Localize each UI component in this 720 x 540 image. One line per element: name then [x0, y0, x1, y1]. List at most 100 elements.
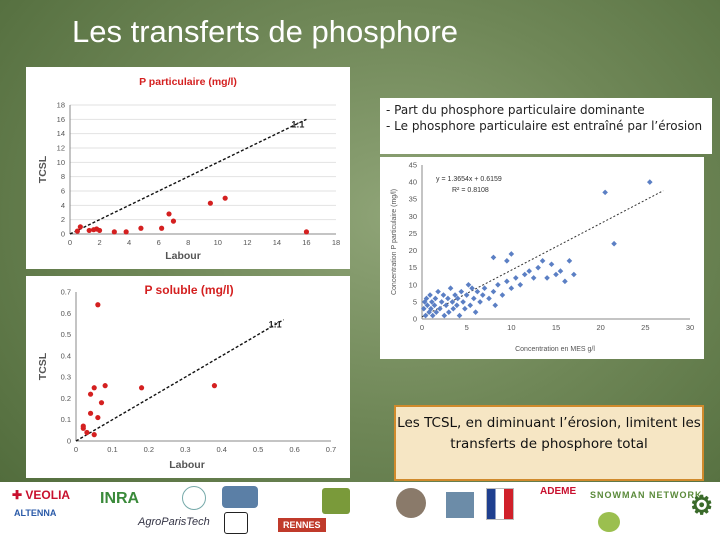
x-tick-label: 30 — [686, 323, 694, 332]
data-point — [454, 302, 460, 309]
data-point — [446, 309, 452, 315]
p-particulaire-chart: 0 2 4 6 8 10 12 14 16 18 0 2 4 6 8 10 12 14 16 18 P particul… — [26, 67, 350, 269]
x-tick-label: 0.4 — [216, 445, 226, 454]
data-point — [222, 195, 228, 201]
data-point — [445, 295, 451, 302]
conclusion-callout: Les TCSL, en diminuant l’érosion, limite… — [394, 405, 704, 481]
data-point — [490, 288, 497, 295]
data-point — [602, 189, 608, 196]
data-point — [465, 281, 472, 288]
partner-badge-icon — [222, 486, 258, 508]
data-point — [492, 302, 499, 309]
altenna-logo: ALTENNA — [14, 508, 57, 518]
data-point — [422, 312, 429, 319]
data-point — [557, 268, 564, 274]
data-point — [456, 312, 463, 319]
data-point — [454, 295, 461, 302]
y-tick-label: 5 — [413, 297, 417, 306]
x-tick-label: 6 — [157, 238, 161, 247]
data-point — [441, 312, 448, 319]
inra-logo: INRA — [100, 490, 140, 507]
x-tick-label: 16 — [302, 238, 310, 247]
x-tick-label: 18 — [332, 238, 340, 247]
data-point — [526, 268, 532, 274]
y-tick-label: 0.3 — [61, 373, 71, 382]
x-axis-label: Labour — [165, 250, 201, 262]
data-point — [566, 258, 573, 264]
y-tick-label: 12 — [57, 144, 65, 153]
data-point — [303, 229, 310, 235]
reference-line-1-1 — [75, 319, 284, 442]
y-tick-label: 15 — [409, 263, 417, 272]
y-tick-label: 0.7 — [61, 288, 71, 297]
x-tick-label: 0.1 — [107, 445, 117, 454]
mes-vs-p-plot: 0 5 10 15 20 25 30 0 5 10 15 20 25 30 35 40 45 Concentrat… — [391, 161, 694, 354]
y-tick-label: 0.5 — [61, 330, 71, 339]
data-point — [449, 299, 456, 305]
data-point — [472, 309, 479, 315]
data-point — [170, 218, 177, 224]
data-point — [87, 410, 94, 416]
data-point — [469, 285, 475, 291]
y-tick-label: 45 — [409, 161, 417, 170]
data-point — [86, 227, 92, 234]
data-point — [80, 423, 86, 429]
data-point — [440, 292, 447, 298]
y-tick-label: 14 — [57, 129, 65, 138]
seal-icon — [224, 512, 248, 534]
data-point — [553, 271, 559, 278]
conclusion-text: Les TCSL, en diminuant l’érosion, limite… — [397, 415, 701, 452]
data-point — [77, 224, 83, 230]
y-tick-label: 2 — [61, 215, 65, 224]
data-point — [481, 285, 488, 291]
data-point — [490, 254, 497, 261]
data-point — [479, 292, 486, 298]
chamber-logo-icon — [396, 488, 426, 518]
data-point — [435, 288, 441, 295]
note-line-1: - Part du phosphore particulaire dominan… — [386, 103, 645, 117]
y-tick-label: 0.6 — [61, 309, 71, 318]
y-tick-label: 18 — [57, 101, 65, 110]
data-point — [535, 264, 541, 271]
data-point — [421, 299, 428, 305]
rennes-logo: RENNES — [278, 518, 326, 532]
y-tick-label: 4 — [61, 201, 65, 210]
y-axis-label: TCSL — [37, 155, 49, 183]
x-tick-label: 12 — [243, 238, 251, 247]
data-point — [443, 302, 449, 309]
snowman-network-logo: SNOWMAN NETWORK — [590, 490, 703, 500]
p-particulaire-plot: 0 2 4 6 8 10 12 14 16 18 0 2 4 6 8 10 12 14 16 18 P particul… — [37, 76, 340, 262]
data-point — [504, 258, 510, 264]
data-point — [91, 432, 97, 438]
x-tick-label: 10 — [507, 323, 515, 332]
trendline-r2: R² = 0.8108 — [452, 187, 489, 194]
emblem-icon — [182, 486, 206, 510]
note-line-2: - Le phosphore particulaire est entraîné… — [386, 119, 703, 133]
x-tick-label: 15 — [552, 323, 560, 332]
leaf-logo-icon — [598, 512, 620, 532]
data-point — [447, 285, 454, 291]
data-point — [477, 299, 483, 305]
data-point — [102, 383, 108, 389]
y-tick-label: 40 — [409, 178, 417, 187]
trendline-equation: y = 1.3654x + 0.6159 — [436, 176, 502, 183]
x-tick-label: 0.5 — [253, 445, 263, 454]
chart-title: P particulaire (mg/l) — [139, 76, 237, 88]
data-point — [462, 305, 468, 312]
y-tick-label: 8 — [61, 172, 65, 181]
data-point — [452, 292, 458, 298]
y-tick-label: 16 — [57, 115, 65, 124]
republique-flag-icon — [486, 488, 514, 520]
x-tick-label: 10 — [214, 238, 222, 247]
data-point — [432, 295, 439, 302]
x-tick-label: 14 — [273, 238, 281, 247]
data-point — [467, 302, 474, 309]
x-tick-label: 4 — [127, 238, 131, 247]
data-point — [504, 278, 510, 285]
x-tick-label: 20 — [596, 323, 604, 332]
x-tick-label: 25 — [641, 323, 649, 332]
data-point — [647, 179, 653, 185]
y-tick-label: 0 — [61, 230, 65, 239]
data-point — [427, 292, 433, 298]
partner-logos: ✚ VEOLIA ALTENNA INRA AgroParisTech RENN… — [0, 482, 720, 540]
